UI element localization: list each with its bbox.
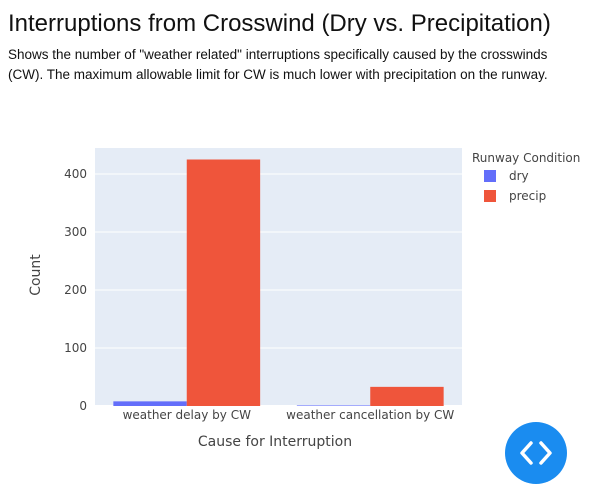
x-axis-title: Cause for Interruption — [198, 434, 352, 450]
bars-group — [113, 159, 444, 406]
y-tick-labels: 0 100 200 300 400 — [64, 167, 87, 413]
code-brackets-icon — [520, 441, 552, 465]
y-tick-label: 200 — [64, 283, 87, 297]
plot-area — [95, 148, 462, 406]
x-tick-labels: weather delay by CW weather cancellation … — [123, 408, 455, 422]
legend-swatch-dry — [484, 170, 496, 182]
chart-subtitle: Shows the number of "weather related" in… — [8, 47, 548, 82]
y-tick-label: 0 — [79, 399, 87, 413]
bar-precip — [370, 386, 444, 406]
y-tick-label: 300 — [64, 225, 87, 239]
legend-label-dry: dry — [509, 169, 529, 183]
bar-precip — [186, 159, 261, 406]
legend-swatch-precip — [484, 190, 496, 202]
legend-label-precip: precip — [509, 189, 546, 203]
x-tick-label: weather delay by CW — [123, 408, 252, 422]
y-tick-label: 100 — [64, 341, 87, 355]
bar-dry — [113, 401, 187, 406]
chart-title: Interruptions from Crosswind (Dry vs. Pr… — [8, 10, 551, 37]
bar-dry — [296, 405, 371, 406]
legend: Runway Condition dry precip — [472, 151, 580, 203]
legend-title: Runway Condition — [472, 151, 580, 165]
code-toggle-button[interactable] — [505, 422, 567, 484]
y-tick-label: 400 — [64, 167, 87, 181]
x-tick-label: weather cancellation by CW — [286, 408, 454, 422]
y-axis-title: Count — [28, 254, 44, 296]
